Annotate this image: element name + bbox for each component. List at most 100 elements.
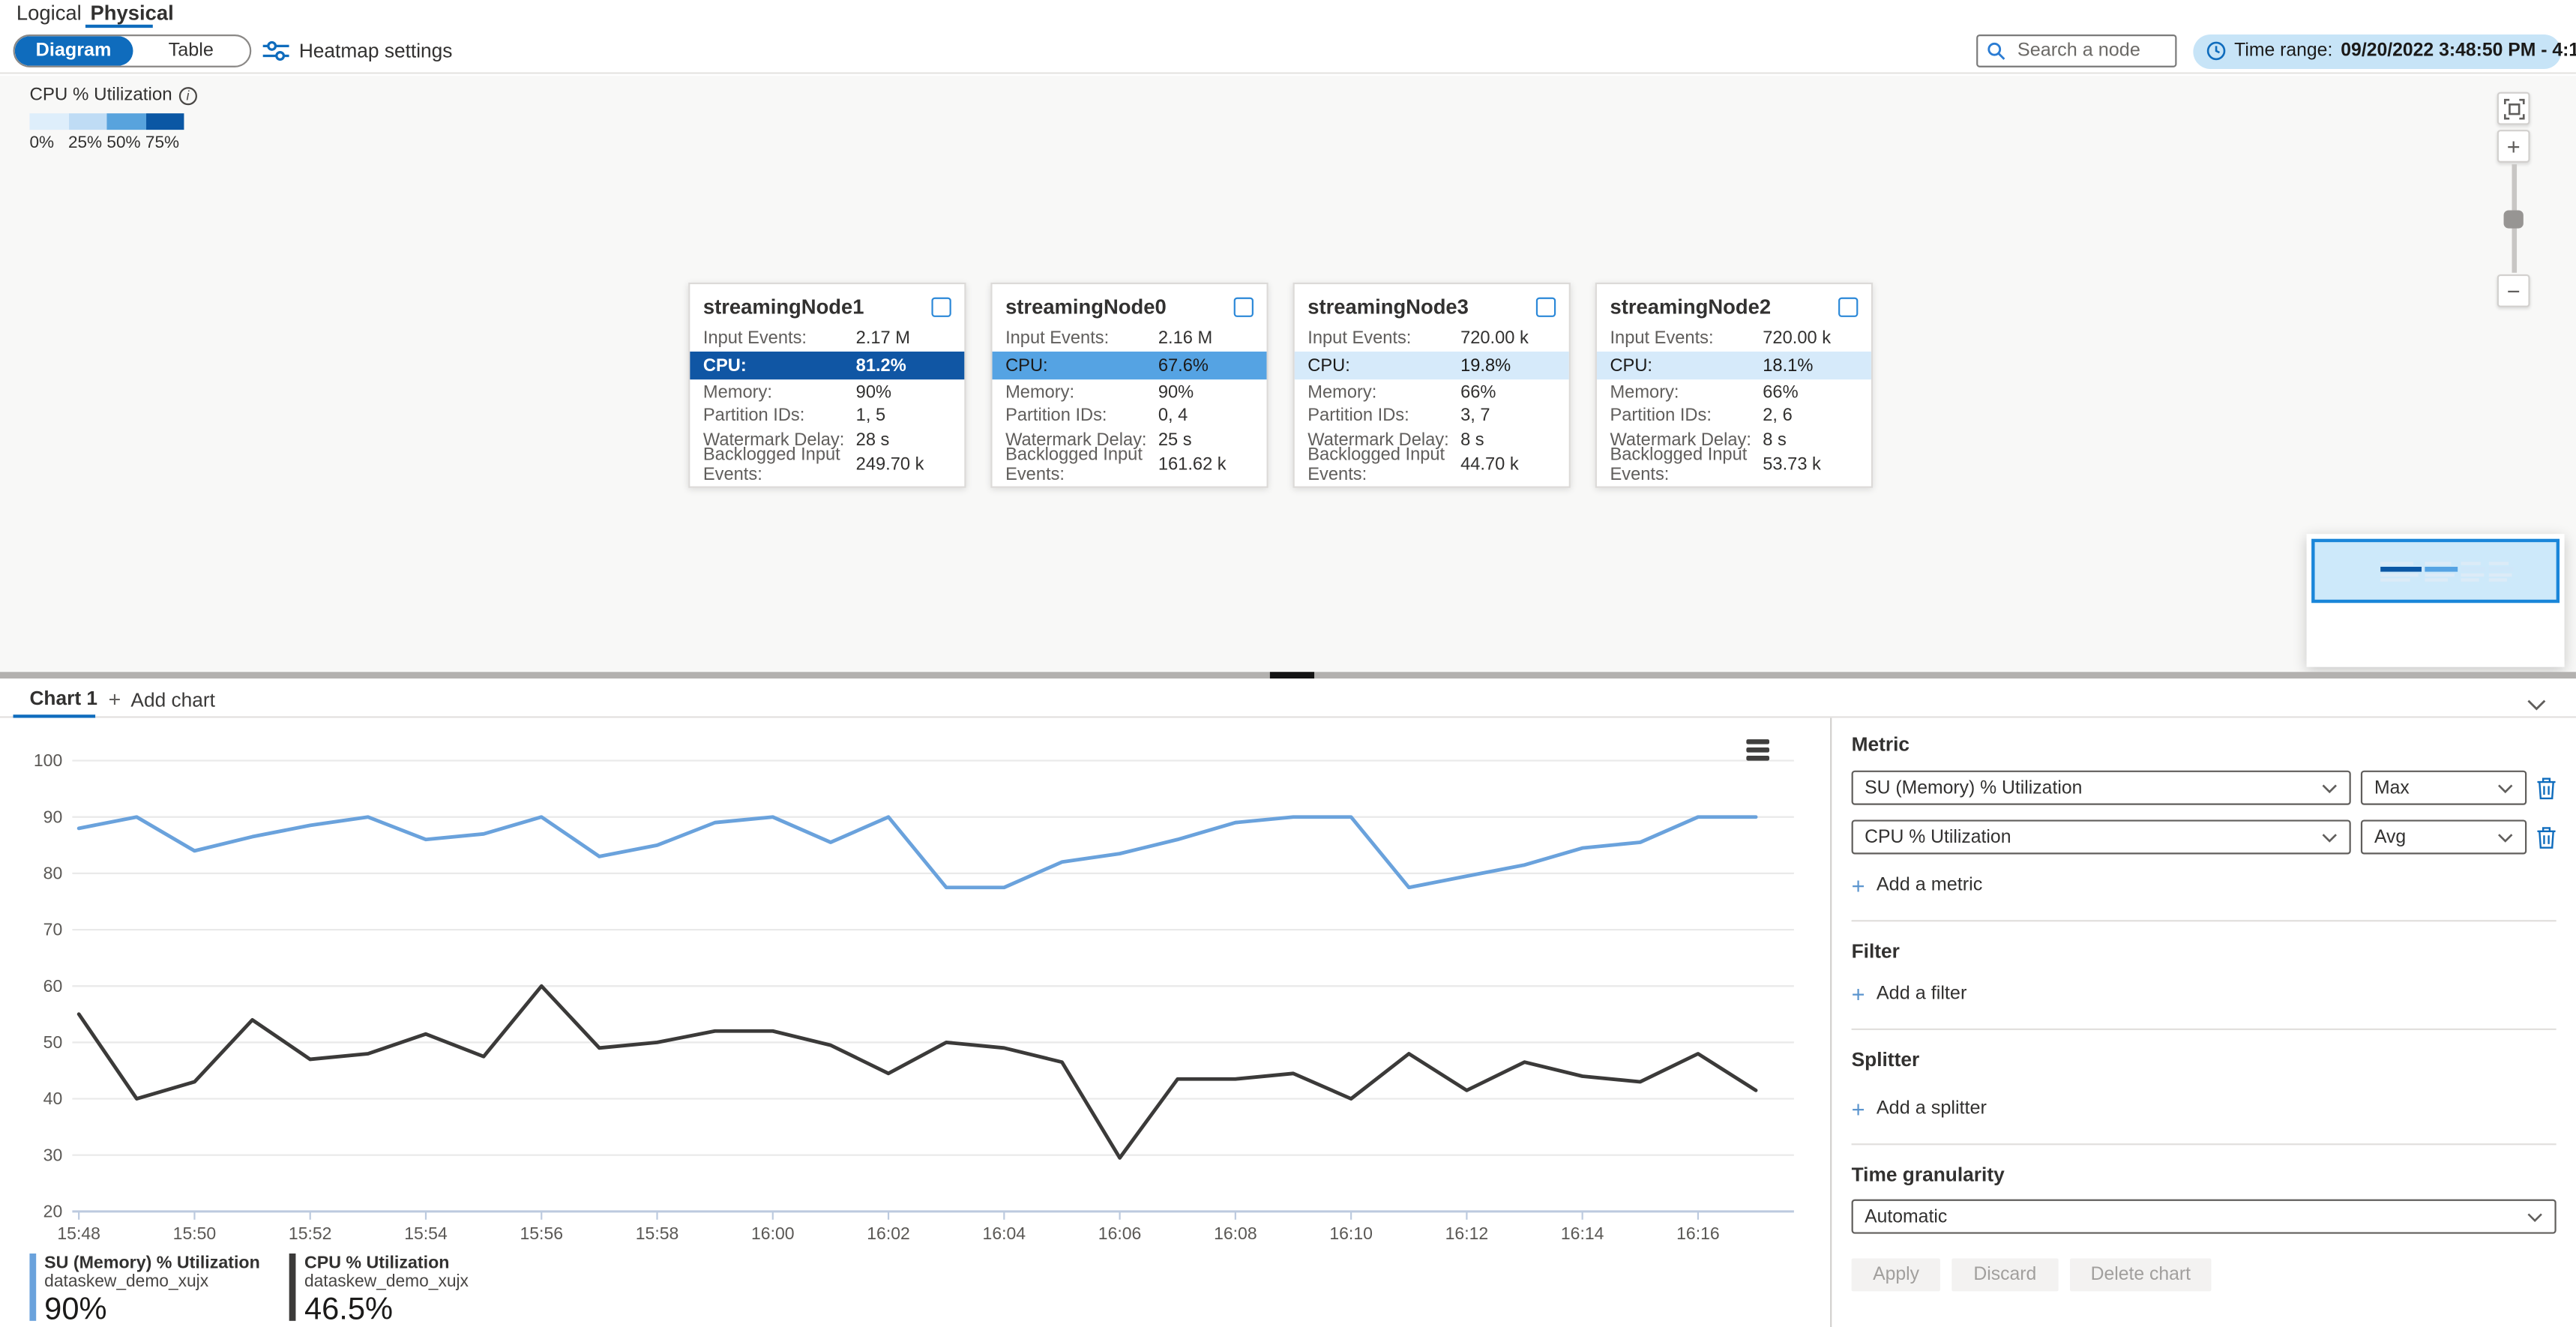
legend-series-name: CPU % Utilization <box>304 1253 450 1274</box>
node-stat-row: Partition IDs: 3, 7 <box>1295 404 1569 428</box>
metric-select[interactable]: SU (Memory) % Utilization <box>1851 770 2352 805</box>
node-checkbox[interactable] <box>1838 297 1859 317</box>
tab-physical[interactable]: Physical <box>90 1 174 25</box>
delete-metric-icon[interactable] <box>2536 825 2556 849</box>
node-stat-row: Input Events: 720.00 k <box>1597 327 1871 351</box>
stat-value: 53.73 k <box>1763 455 1821 475</box>
node-stat-row: Backlogged Input Events: 44.70 k <box>1295 445 1569 485</box>
chart-settings-panel: Metric SU (Memory) % Utilization Max CPU… <box>1830 717 2576 1327</box>
node-stat-row: Watermark Delay: 8 s <box>1295 429 1569 453</box>
node-checkbox[interactable] <box>931 297 951 317</box>
zoom-in-button[interactable]: + <box>2497 130 2530 163</box>
heatmap-legend: CPU % Utilization i 0% 25% 50% 75% <box>29 85 197 153</box>
time-range-value: 09/20/2022 3:48:50 PM - 4:18:50 PM <box>2341 40 2576 61</box>
splitter-section-title: Splitter <box>1851 1048 1920 1071</box>
resizer-grip[interactable] <box>1269 672 1315 679</box>
chart-menu-button[interactable] <box>1746 739 1770 764</box>
heatmap-settings-button[interactable]: Heatmap settings <box>262 34 452 67</box>
diagram-canvas[interactable]: CPU % Utilization i 0% 25% 50% 75% streamin… <box>0 75 2576 672</box>
stat-label: Input Events: <box>1307 329 1412 349</box>
node-checkbox[interactable] <box>1233 297 1254 317</box>
plus-icon: + <box>1851 980 1865 1007</box>
node-stat-row: Memory: 66% <box>1295 380 1569 404</box>
stat-label: Watermark Delay: <box>1005 430 1147 451</box>
node-stat-row: Watermark Delay: 25 s <box>993 429 1267 453</box>
chart-legend: SU (Memory) % Utilization dataskew_demo_… <box>29 1253 469 1327</box>
heatmap-stop-label: 75% <box>145 134 180 153</box>
view-level-tabs: Logical Physical <box>0 0 2576 28</box>
heatmap-color-swatch <box>67 113 107 130</box>
legend-series-name: SU (Memory) % Utilization <box>44 1253 260 1274</box>
tab-logical[interactable]: Logical <box>16 1 82 25</box>
discard-button[interactable]: Discard <box>1951 1258 2058 1292</box>
node-stat-row: Input Events: 2.16 M <box>993 327 1267 351</box>
heatmap-stop-label: 50% <box>106 134 141 153</box>
fit-to-screen-button[interactable] <box>2497 91 2530 125</box>
legend-color-bar <box>29 1253 37 1321</box>
node-card-streamingNode1[interactable]: streamingNode1 Input Events: 2.17 M CPU: 81.… <box>688 282 966 489</box>
minimap-node <box>2425 562 2458 581</box>
delete-metric-icon[interactable] <box>2536 776 2556 799</box>
node-stat-row: Partition IDs: 1, 5 <box>690 404 964 428</box>
svg-text:16:16: 16:16 <box>1676 1224 1720 1243</box>
svg-text:30: 30 <box>43 1145 63 1164</box>
stat-value: 81.2% <box>855 355 906 376</box>
node-stat-row: Input Events: 2.17 M <box>690 327 964 351</box>
stat-value: 67.6% <box>1158 355 1209 376</box>
streaming-node-row: streamingNode1 Input Events: 2.17 M CPU: 81.… <box>688 282 1874 489</box>
minimap-viewport[interactable] <box>2311 538 2560 604</box>
node-stat-row: Watermark Delay: 28 s <box>690 429 964 453</box>
stat-label: Backlogged Input Events: <box>1307 445 1445 485</box>
svg-text:16:06: 16:06 <box>1098 1224 1142 1243</box>
stat-value: 161.62 k <box>1158 455 1227 475</box>
stat-label: CPU: <box>1610 355 1653 376</box>
node-stat-row: CPU: 19.8% <box>1294 351 1569 380</box>
metrics-chart-panel: 100 90 80 70 60 50 40 30 20 15:48 15:50 15:52 15:54 1… <box>0 717 1831 1327</box>
zoom-out-button[interactable]: − <box>2497 274 2530 307</box>
svg-text:60: 60 <box>43 976 63 996</box>
aggregation-select[interactable]: Avg <box>2361 819 2527 855</box>
stat-value: 25 s <box>1158 430 1192 451</box>
node-card-streamingNode2[interactable]: streamingNode2 Input Events: 720.00 k CPU: 1… <box>1595 282 1874 489</box>
add-chart-button[interactable]: + Add chart <box>109 687 215 711</box>
search-input[interactable] <box>2014 38 2162 62</box>
time-range-pill[interactable]: Time range: 09/20/2022 3:48:50 PM - 4:18… <box>2193 33 2576 68</box>
metrics-line-chart[interactable]: 100 90 80 70 60 50 40 30 20 15:48 15:50 15:52 15:54 1… <box>0 718 1830 1248</box>
metric-select[interactable]: CPU % Utilization <box>1851 819 2352 855</box>
toggle-diagram[interactable]: Diagram <box>14 36 133 66</box>
node-stat-row: Partition IDs: 0, 4 <box>993 404 1267 428</box>
legend-card-su-memory[interactable]: SU (Memory) % Utilization dataskew_demo_… <box>29 1253 260 1327</box>
legend-card-cpu[interactable]: CPU % Utilization dataskew_demo_xujx 46.… <box>289 1253 469 1327</box>
zoom-slider-handle[interactable] <box>2503 210 2524 229</box>
heatmap-stop-label: 0% <box>29 134 55 153</box>
metric-row: CPU % Utilization Avg <box>1851 819 2557 855</box>
aggregation-select[interactable]: Max <box>2361 770 2527 805</box>
stat-label: Backlogged Input Events: <box>1610 445 1748 485</box>
toggle-table[interactable]: Table <box>168 40 214 61</box>
node-card-streamingNode0[interactable]: streamingNode0 Input Events: 2.16 M CPU: 67.… <box>990 282 1269 489</box>
stat-label: Input Events: <box>1005 329 1110 349</box>
panel-resizer[interactable] <box>0 672 2576 679</box>
node-checkbox[interactable] <box>1535 297 1556 317</box>
tab-chart-1[interactable]: Chart 1 <box>29 686 98 710</box>
diagram-minimap[interactable] <box>2306 534 2565 667</box>
collapse-chart-chevron-icon[interactable] <box>2527 690 2546 719</box>
node-title: streamingNode0 <box>1005 295 1167 319</box>
add-splitter-button[interactable]: + Add a splitter <box>1851 1095 1987 1122</box>
info-icon[interactable]: i <box>178 86 197 105</box>
add-filter-button[interactable]: + Add a filter <box>1851 980 1967 1007</box>
stat-label: Partition IDs: <box>1005 406 1107 427</box>
stat-label: Memory: <box>1005 382 1075 403</box>
chart-action-buttons: Apply Discard Delete chart <box>1851 1258 2557 1292</box>
stat-label: Memory: <box>1610 382 1679 403</box>
node-stat-row: Memory: 90% <box>690 380 964 404</box>
delete-chart-button[interactable]: Delete chart <box>2069 1258 2212 1292</box>
apply-button[interactable]: Apply <box>1851 1258 1941 1292</box>
node-stat-row: Backlogged Input Events: 249.70 k <box>690 445 964 485</box>
node-card-streamingNode3[interactable]: streamingNode3 Input Events: 720.00 k CPU: 1… <box>1292 282 1571 489</box>
stat-value: 3, 7 <box>1460 406 1490 427</box>
add-metric-button[interactable]: + Add a metric <box>1851 871 1983 898</box>
diagram-toolbar: Diagram Table Heatmap settings <box>0 28 2576 74</box>
svg-text:50: 50 <box>43 1032 63 1052</box>
time-granularity-select[interactable]: Automatic <box>1851 1199 2557 1234</box>
